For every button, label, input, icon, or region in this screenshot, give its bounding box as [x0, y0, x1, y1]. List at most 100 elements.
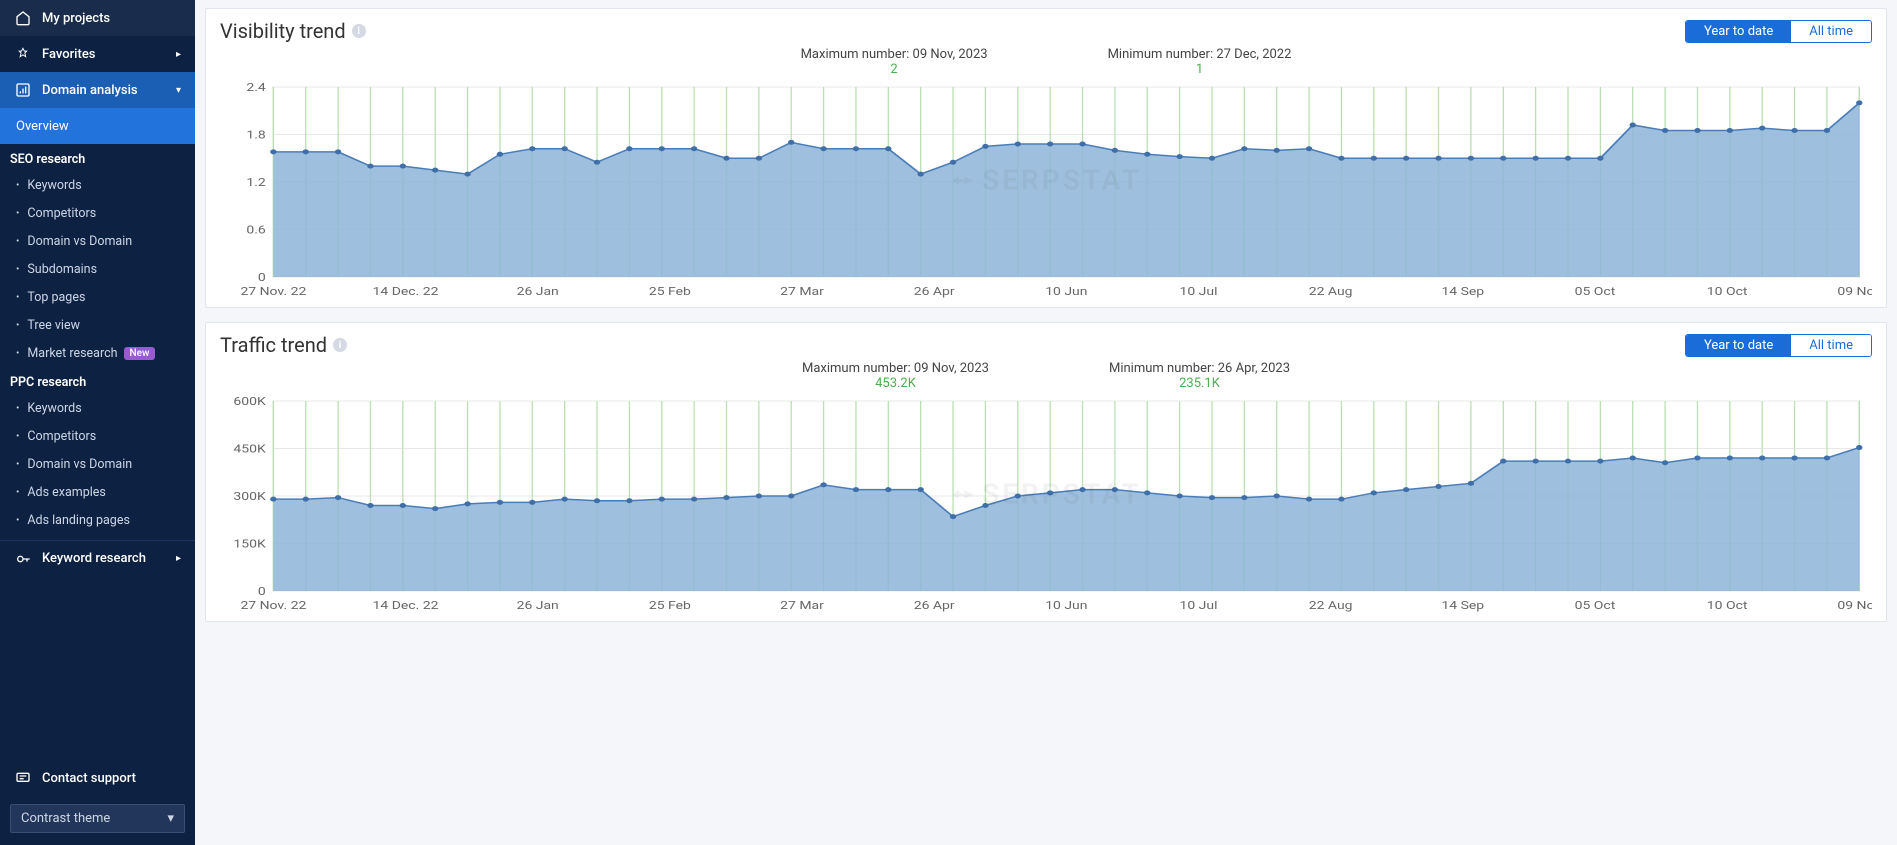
time-toggle: Year to date All time: [1685, 20, 1872, 43]
sidebar-overview[interactable]: Overview: [0, 108, 195, 144]
home-icon: [14, 9, 32, 27]
svg-text:0: 0: [258, 271, 266, 284]
toggle-all-time[interactable]: All time: [1791, 21, 1871, 42]
chart-meta: Maximum number: 09 Nov, 2023 453.2K Mini…: [220, 361, 1872, 391]
sidebar-label: My projects: [42, 11, 110, 26]
svg-text:10 Jun: 10 Jun: [1045, 599, 1087, 612]
svg-text:09 Nov: 09 Nov: [1837, 285, 1872, 298]
svg-text:26 Apr: 26 Apr: [914, 285, 956, 298]
svg-text:25 Feb: 25 Feb: [649, 599, 691, 612]
traffic-chart: 0 150K 300K 450K 600K 27 Nov. 22 14 Dec. 22 26 …: [220, 395, 1872, 615]
chevron-down-icon: ▾: [167, 811, 174, 826]
info-icon[interactable]: i: [352, 24, 366, 38]
sidebar-seo-market-research[interactable]: Market researchNew: [0, 339, 195, 367]
sidebar-heading-ppc: PPC research: [0, 367, 195, 394]
theme-select[interactable]: Contrast theme ▾: [10, 804, 185, 833]
svg-text:2.4: 2.4: [246, 81, 265, 94]
sidebar-label: Keyword research: [42, 551, 146, 566]
sidebar-heading-seo: SEO research: [0, 144, 195, 171]
sidebar-ppc-keywords[interactable]: Keywords: [0, 394, 195, 422]
sidebar: My projects Favorites ▸ Domain analysis …: [0, 0, 195, 845]
sidebar-seo-domain-vs-domain[interactable]: Domain vs Domain: [0, 227, 195, 255]
svg-text:27 Nov. 22: 27 Nov. 22: [240, 599, 306, 612]
sidebar-domain-analysis[interactable]: Domain analysis ▾: [0, 72, 195, 108]
svg-text:27 Nov. 22: 27 Nov. 22: [240, 285, 306, 298]
time-toggle: Year to date All time: [1685, 334, 1872, 357]
svg-text:10 Jul: 10 Jul: [1180, 285, 1218, 298]
svg-text:27 Mar: 27 Mar: [780, 599, 824, 612]
sidebar-seo-keywords[interactable]: Keywords: [0, 171, 195, 199]
min-label: Minimum number: 27 Dec, 2022: [1108, 47, 1292, 62]
chart-meta: Maximum number: 09 Nov, 2023 2 Minimum n…: [220, 47, 1872, 77]
sidebar-ppc-ads-examples[interactable]: Ads examples: [0, 478, 195, 506]
visibility-panel: Visibility trend i Year to date All time…: [205, 8, 1887, 308]
chat-icon: [14, 769, 32, 787]
svg-text:09 Nov: 09 Nov: [1837, 599, 1872, 612]
svg-text:26 Jan: 26 Jan: [517, 285, 559, 298]
sidebar-keyword-research[interactable]: Keyword research ▸: [0, 540, 195, 576]
visibility-chart: 0 0.6 1.2 1.8 2.4 27 Nov. 22 14 Dec. 22 26 Jan 2…: [220, 81, 1872, 301]
svg-text:14 Dec. 22: 14 Dec. 22: [373, 599, 439, 612]
sidebar-ppc-ads-landing-pages[interactable]: Ads landing pages: [0, 506, 195, 534]
sidebar-seo-competitors[interactable]: Competitors: [0, 199, 195, 227]
min-label: Minimum number: 26 Apr, 2023: [1109, 361, 1290, 376]
sidebar-ppc-competitors[interactable]: Competitors: [0, 422, 195, 450]
info-icon[interactable]: i: [333, 338, 347, 352]
theme-label: Contrast theme: [21, 811, 110, 826]
svg-text:14 Sep: 14 Sep: [1441, 285, 1484, 298]
sidebar-favorites[interactable]: Favorites ▸: [0, 36, 195, 72]
chevron-right-icon: ▸: [176, 49, 181, 60]
svg-text:0: 0: [258, 585, 266, 598]
svg-text:26 Apr: 26 Apr: [914, 599, 956, 612]
svg-text:150K: 150K: [233, 538, 265, 551]
svg-text:05 Oct: 05 Oct: [1575, 285, 1616, 298]
svg-text:25 Feb: 25 Feb: [649, 285, 691, 298]
svg-text:22 Aug: 22 Aug: [1309, 285, 1353, 298]
sidebar-label: Contact support: [42, 771, 136, 786]
svg-text:22 Aug: 22 Aug: [1309, 599, 1353, 612]
chevron-down-icon: ▾: [176, 85, 181, 96]
new-badge: New: [124, 347, 156, 360]
svg-text:300K: 300K: [233, 490, 265, 503]
main-content: Visibility trend i Year to date All time…: [195, 0, 1897, 845]
toggle-year-to-date[interactable]: Year to date: [1686, 21, 1791, 42]
sidebar-seo-top-pages[interactable]: Top pages: [0, 283, 195, 311]
svg-text:600K: 600K: [233, 395, 265, 408]
svg-text:1.8: 1.8: [246, 129, 265, 142]
sidebar-contact-support[interactable]: Contact support: [0, 760, 195, 796]
chevron-right-icon: ▸: [176, 553, 181, 564]
panel-title: Visibility trend: [220, 19, 346, 43]
sidebar-my-projects[interactable]: My projects: [0, 0, 195, 36]
svg-text:10 Jun: 10 Jun: [1045, 285, 1087, 298]
svg-text:27 Mar: 27 Mar: [780, 285, 824, 298]
svg-text:05 Oct: 05 Oct: [1575, 599, 1616, 612]
max-value: 2: [801, 62, 988, 77]
sidebar-label: Domain analysis: [42, 83, 138, 98]
sidebar-ppc-domain-vs-domain[interactable]: Domain vs Domain: [0, 450, 195, 478]
max-value: 453.2K: [802, 376, 989, 391]
sidebar-seo-tree-view[interactable]: Tree view: [0, 311, 195, 339]
svg-text:10 Oct: 10 Oct: [1707, 285, 1748, 298]
panel-header: Traffic trend i Year to date All time: [220, 333, 1872, 357]
panel-header: Visibility trend i Year to date All time: [220, 19, 1872, 43]
sidebar-label: Favorites: [42, 47, 95, 62]
sidebar-seo-subdomains[interactable]: Subdomains: [0, 255, 195, 283]
svg-text:26 Jan: 26 Jan: [517, 599, 559, 612]
min-value: 235.1K: [1109, 376, 1290, 391]
traffic-panel: Traffic trend i Year to date All time Ma…: [205, 322, 1887, 622]
svg-text:450K: 450K: [233, 443, 265, 456]
toggle-year-to-date[interactable]: Year to date: [1686, 335, 1791, 356]
toggle-all-time[interactable]: All time: [1791, 335, 1871, 356]
svg-text:14 Dec. 22: 14 Dec. 22: [373, 285, 439, 298]
min-value: 1: [1108, 62, 1292, 77]
sidebar-label: Overview: [16, 119, 69, 134]
max-label: Maximum number: 09 Nov, 2023: [802, 361, 989, 376]
bar-chart-icon: [14, 81, 32, 99]
key-icon: [14, 550, 32, 568]
svg-text:14 Sep: 14 Sep: [1441, 599, 1484, 612]
svg-text:1.2: 1.2: [246, 176, 265, 189]
max-label: Maximum number: 09 Nov, 2023: [801, 47, 988, 62]
svg-text:0.6: 0.6: [246, 224, 265, 237]
panel-title: Traffic trend: [220, 333, 327, 357]
svg-text:10 Oct: 10 Oct: [1707, 599, 1748, 612]
